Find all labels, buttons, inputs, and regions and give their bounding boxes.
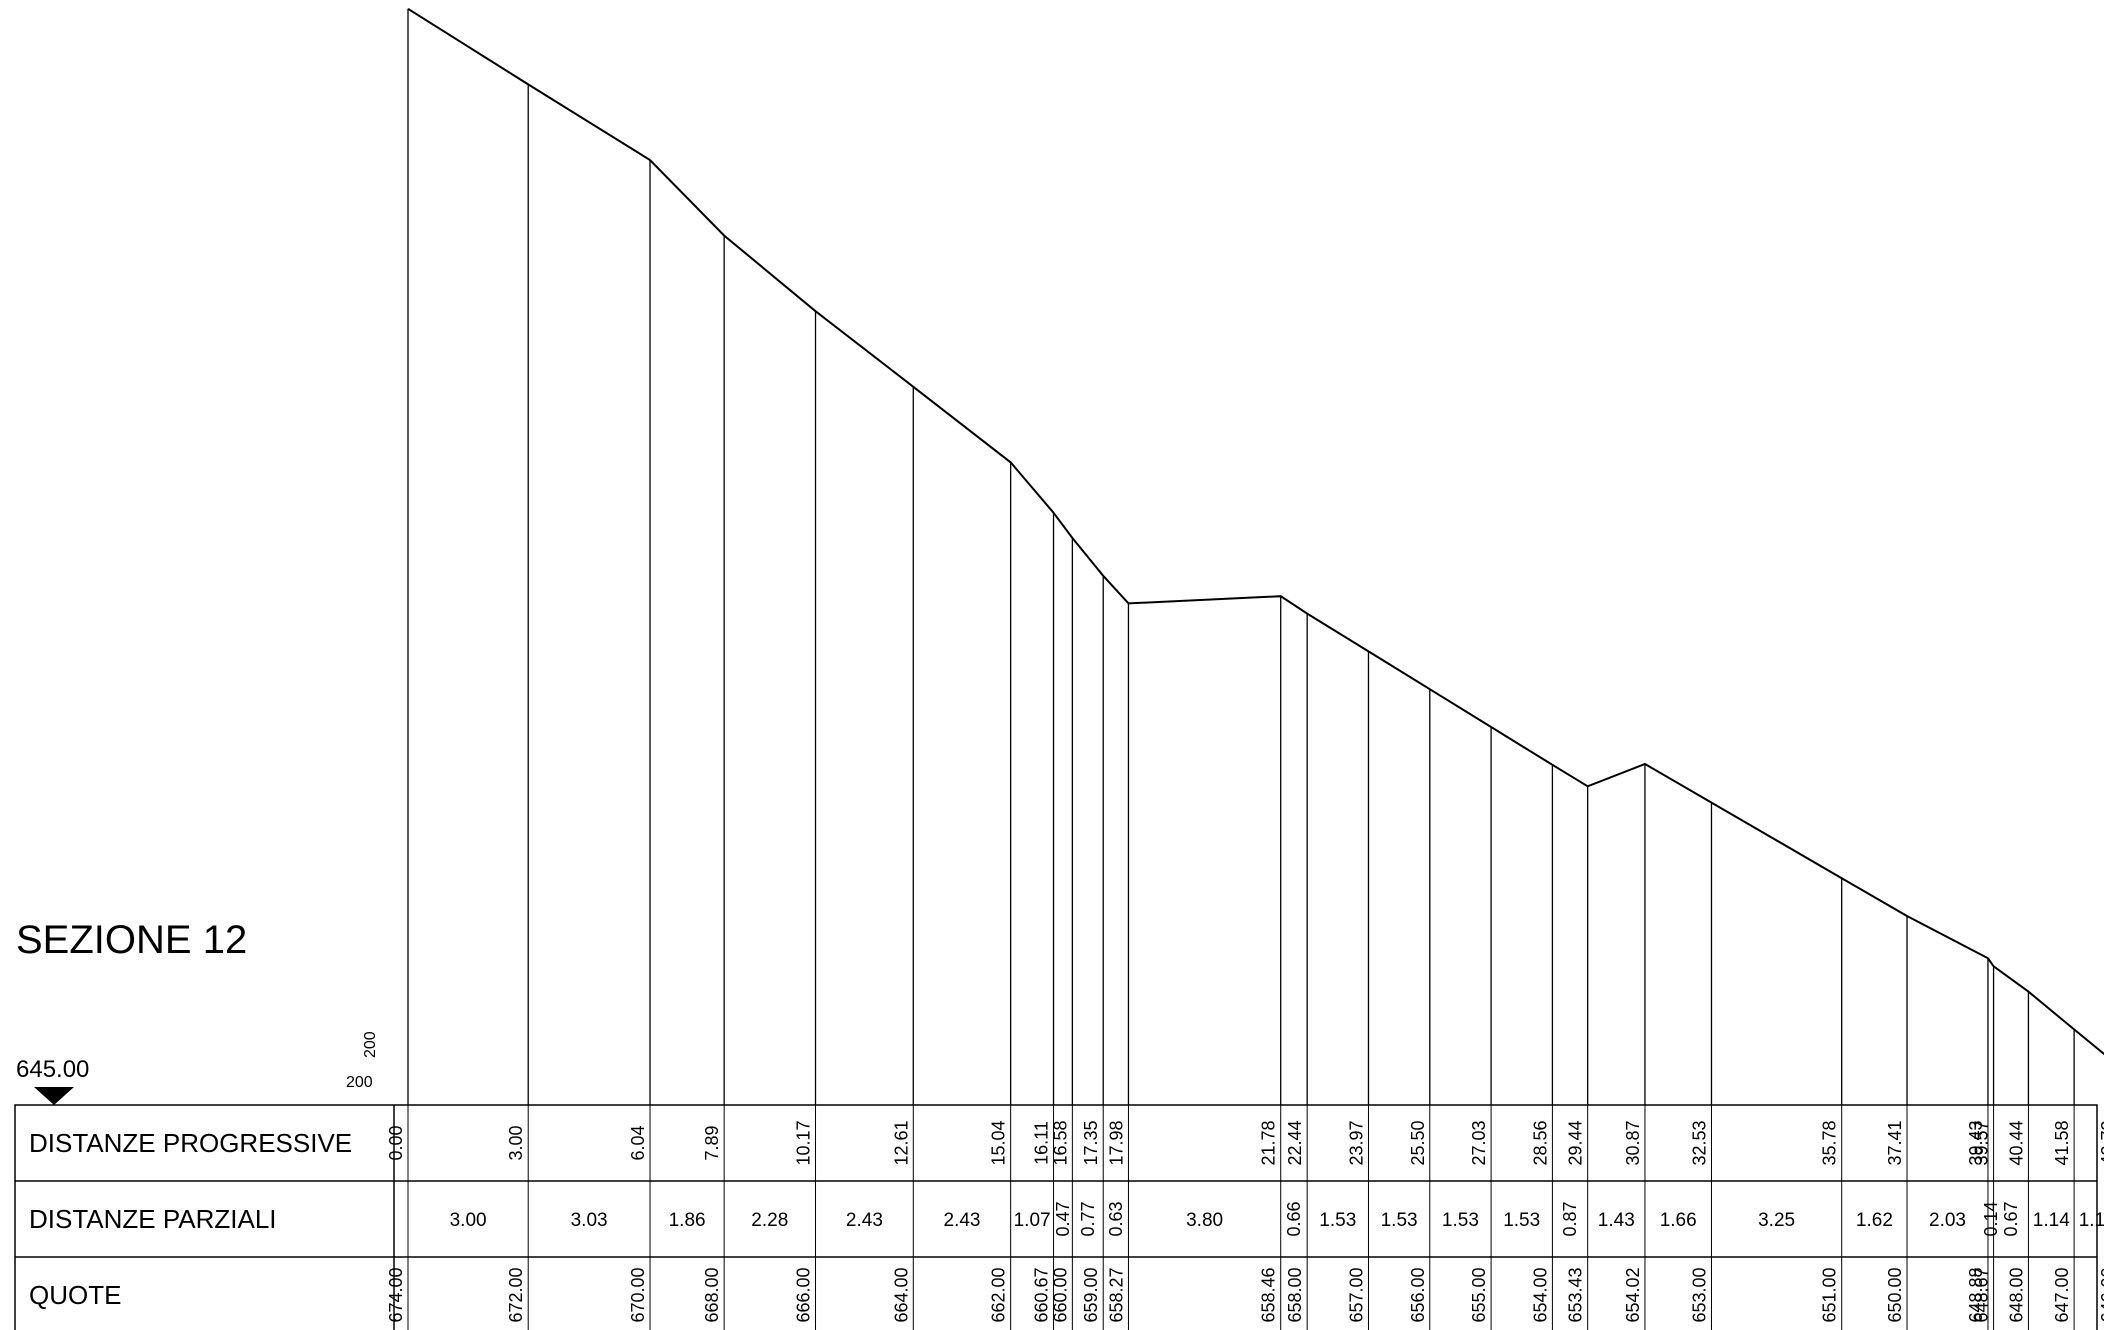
partial-distance-label: 1.15 <box>2079 1210 2104 1231</box>
elevation-label: 668.00 <box>702 1267 722 1322</box>
partial-distance-label: 1.53 <box>1381 1210 1418 1231</box>
partial-distance-label: 1.66 <box>1660 1210 1697 1231</box>
elevation-label: 653.43 <box>1566 1267 1586 1322</box>
elevation-label: 670.00 <box>628 1267 648 1322</box>
partial-distance-label: 1.07 <box>1014 1210 1051 1231</box>
progressive-distance-label: 28.56 <box>1530 1120 1550 1165</box>
partial-distance-label: 3.00 <box>450 1210 487 1231</box>
progressive-distance-label: 12.61 <box>891 1120 911 1165</box>
progressive-distance-label: 22.44 <box>1285 1120 1305 1165</box>
partial-distance-label: 3.03 <box>571 1210 608 1231</box>
progressive-distance-label: 27.03 <box>1469 1120 1489 1165</box>
elevation-label: 664.00 <box>891 1267 911 1322</box>
progressive-distance-label: 6.04 <box>628 1125 648 1160</box>
partial-distance-label: 1.53 <box>1319 1210 1356 1231</box>
partial-distance-label: 2.43 <box>846 1210 883 1231</box>
datum-triangle-icon <box>34 1087 74 1105</box>
partial-distance-label: 3.25 <box>1758 1210 1795 1231</box>
elevation-label: 658.00 <box>1285 1267 1305 1322</box>
progressive-distance-label: 39.57 <box>1972 1120 1992 1165</box>
partial-distance-label: 3.80 <box>1186 1210 1223 1231</box>
vertical-scale-label: 200 <box>362 1031 379 1058</box>
guide-table <box>14 1104 2098 1330</box>
progressive-distance-label: 17.98 <box>1107 1120 1127 1165</box>
elevation-label: 674.00 <box>386 1267 406 1322</box>
progressive-distance-label: 16.11 <box>1032 1121 1052 1165</box>
partial-distance-label: 0.87 <box>1560 1201 1580 1236</box>
partial-distance-label: 0.77 <box>1078 1201 1098 1236</box>
progressive-distance-label: 25.50 <box>1408 1120 1428 1165</box>
progressive-distance-label: 39.43 <box>1966 1120 1986 1165</box>
elevation-label: 656.00 <box>1408 1267 1428 1322</box>
elevation-label: 657.00 <box>1347 1267 1367 1322</box>
elevation-label: 651.00 <box>1820 1267 1840 1322</box>
progressive-distance-label: 16.58 <box>1050 1120 1070 1165</box>
elevation-label: 658.46 <box>1259 1267 1279 1322</box>
elevation-label: 659.00 <box>1081 1267 1101 1322</box>
elevation-label: 660.67 <box>1032 1267 1052 1322</box>
progressive-distance-label: 40.44 <box>2006 1120 2026 1165</box>
elevation-label: 658.27 <box>1107 1267 1127 1322</box>
partial-distance-label: 1.53 <box>1442 1210 1479 1231</box>
elevation-label: 650.00 <box>1885 1267 1905 1322</box>
horizontal-scale-label: 200 <box>346 1074 373 1091</box>
partial-distance-label: 1.86 <box>669 1210 706 1231</box>
progressive-distance-label: 15.04 <box>989 1120 1009 1165</box>
elevation-label: 648.67 <box>1972 1267 1992 1322</box>
progressive-distance-label: 3.00 <box>506 1125 526 1160</box>
partial-distance-label: 0.14 <box>1981 1201 2001 1236</box>
elevation-label: 654.00 <box>1530 1267 1550 1322</box>
row-label-elevation: QUOTE <box>29 1280 121 1310</box>
elevation-label: 655.00 <box>1469 1267 1489 1322</box>
partial-distance-label: 0.63 <box>1106 1201 1126 1236</box>
progressive-distance-label: 29.44 <box>1566 1120 1586 1165</box>
elevation-label: 660.00 <box>1050 1267 1070 1322</box>
progressive-distance-label: 21.78 <box>1259 1120 1279 1165</box>
partial-distance-label: 2.28 <box>751 1210 788 1231</box>
partial-distance-label: 2.03 <box>1929 1210 1966 1231</box>
partial-distance-label: 2.43 <box>944 1210 981 1231</box>
progressive-distance-label: 42.73 <box>2098 1120 2104 1165</box>
elevation-label: 648.00 <box>2006 1267 2026 1322</box>
datum-label: 645.00 <box>16 1056 89 1083</box>
partial-distance-label: 0.47 <box>1053 1201 1073 1236</box>
row-label-progressive: DISTANZE PROGRESSIVE <box>29 1128 352 1158</box>
progressive-distance-label: 23.97 <box>1347 1120 1367 1165</box>
partial-distance-label: 1.62 <box>1856 1210 1893 1231</box>
table-values: 0.00 674.00 3.00 672.00 6.04 670.00 7.89 668.00… <box>386 1120 2104 1322</box>
elevation-label: 647.00 <box>2052 1267 2072 1322</box>
elevation-label: 672.00 <box>506 1267 526 1322</box>
table-frame <box>14 1104 2098 1330</box>
partial-distance-label: 0.66 <box>1284 1201 1304 1236</box>
ground-profile-line <box>407 7 2104 1056</box>
partial-distance-label: 1.53 <box>1503 1210 1540 1231</box>
elevation-label: 666.00 <box>794 1267 814 1322</box>
elevation-label: 653.00 <box>1690 1267 1710 1322</box>
progressive-distance-label: 0.00 <box>386 1125 406 1160</box>
progressive-distance-label: 17.35 <box>1081 1120 1101 1165</box>
progressive-distance-label: 30.87 <box>1623 1120 1643 1165</box>
elevation-label: 654.02 <box>1623 1267 1643 1322</box>
elevation-label: 646.00 <box>2098 1267 2104 1322</box>
station-verticals <box>407 8 2075 1330</box>
progressive-distance-label: 41.58 <box>2052 1120 2072 1165</box>
progressive-distance-label: 35.78 <box>1820 1120 1840 1165</box>
row-label-partial: DISTANZE PARZIALI <box>29 1204 277 1234</box>
section-title: SEZIONE 12 <box>16 918 247 962</box>
progressive-distance-label: 32.53 <box>1690 1120 1710 1165</box>
progressive-distance-label: 37.41 <box>1885 1120 1905 1165</box>
elevation-label: 648.88 <box>1966 1267 1986 1322</box>
partial-distance-label: 1.14 <box>2033 1210 2070 1231</box>
partial-distance-label: 1.43 <box>1598 1210 1635 1231</box>
elevation-label: 662.00 <box>989 1267 1009 1322</box>
progressive-distance-label: 10.17 <box>794 1120 814 1165</box>
progressive-distance-label: 7.89 <box>702 1125 722 1160</box>
partial-distance-label: 0.67 <box>2001 1201 2021 1236</box>
